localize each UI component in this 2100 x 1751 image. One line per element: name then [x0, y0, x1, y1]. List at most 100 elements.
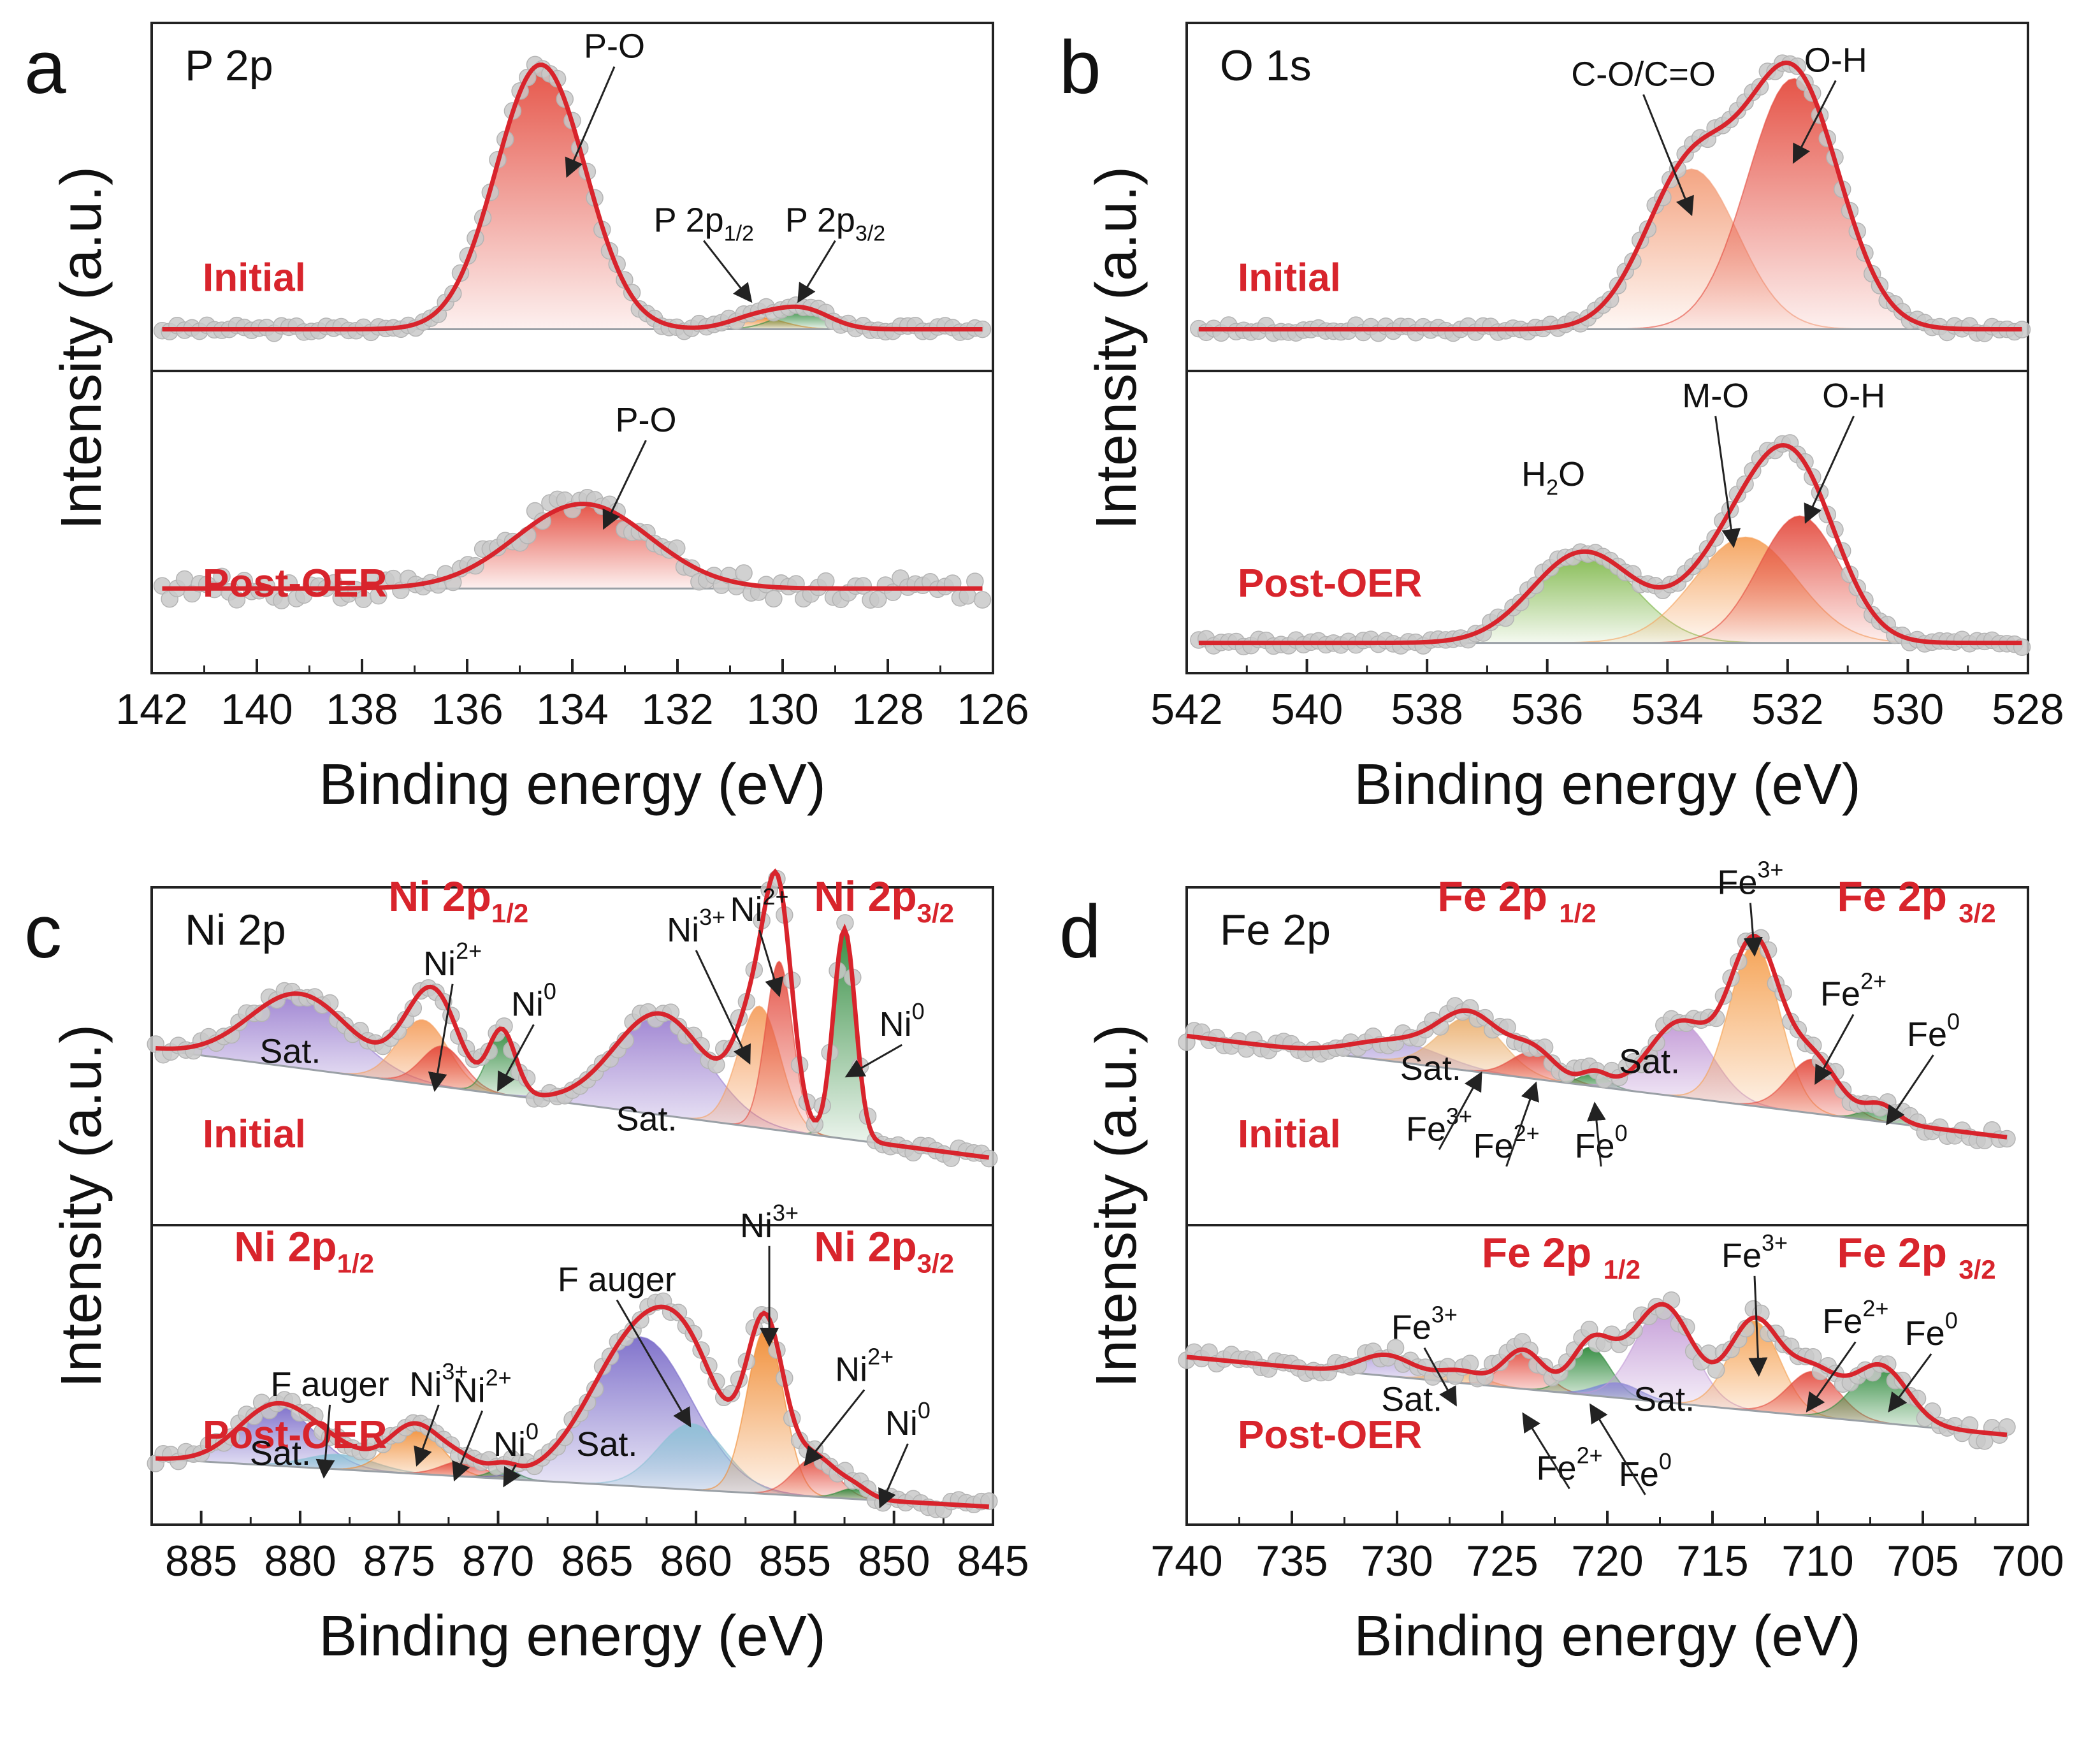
annotation-tail: O — [1558, 455, 1585, 493]
annotation-label: Fe3+ — [1721, 1230, 1788, 1275]
annotation-main: Ni — [885, 1404, 918, 1442]
panel-a: a 142 140 138 136 134 132 130 128 126 Binding ener… — [24, 22, 1029, 817]
state-label: Initial — [1238, 256, 1341, 300]
annotation-gap — [1547, 873, 1559, 920]
annotation-label: P-O — [615, 401, 676, 439]
panel-letter: c — [24, 890, 62, 974]
annotation-gap — [1591, 1229, 1603, 1276]
annotation-superscript: 2+ — [1862, 1295, 1888, 1321]
x-axis-label: Binding energy (eV) — [319, 1604, 825, 1668]
annotation-arrow — [428, 984, 454, 1092]
annotation-label: Fe3+ — [1406, 1103, 1472, 1149]
annotation-label: Fe3+ — [1391, 1302, 1458, 1347]
annotation-main: Ni 2p — [234, 1223, 337, 1270]
annotation-label: F auger — [270, 1365, 389, 1404]
x-tick-label: 540 — [1271, 685, 1343, 734]
annotation-label: Fe0 — [1575, 1120, 1628, 1165]
fit-envelope — [162, 502, 983, 591]
x-tick-label: 132 — [641, 685, 713, 734]
annotation-label: Ni 2p1/2 — [389, 873, 529, 928]
annotation-arrow — [758, 929, 784, 998]
annotation-main: Fe — [1820, 975, 1860, 1014]
x-axis-label: Binding energy (eV) — [1354, 1604, 1860, 1668]
data-point — [765, 590, 783, 607]
annotation-main: P 2p — [654, 201, 724, 240]
data-point — [735, 564, 753, 582]
subpanel-post-oer: Post-OERFe3+Sat.Fe2+Fe0Sat.Fe3+Fe2+Fe0Fe… — [1178, 1229, 2016, 1495]
x-tick-label: 536 — [1511, 685, 1583, 734]
x-tick-label: 845 — [957, 1537, 1029, 1585]
background-line — [156, 1048, 989, 1159]
panel-d: d 740 735 730 725 720 715 710 705 700 Binding ener… — [1059, 857, 2064, 1668]
annotation-superscript: 3+ — [1762, 1230, 1788, 1256]
annotation-main: Ni 2p — [814, 1223, 916, 1270]
annotation-arrow — [565, 66, 616, 178]
panel-letter: a — [24, 25, 66, 110]
x-tick-label: 875 — [363, 1537, 435, 1585]
x-axis-label: Binding energy (eV) — [319, 753, 825, 817]
subpanel-initial: Initial P-O P 2p1/2 P 2p3/2 — [153, 27, 992, 342]
panel-title: Fe 2p — [1220, 906, 1331, 954]
x-tick-label: 740 — [1150, 1537, 1222, 1585]
x-tick-label: 735 — [1256, 1537, 1328, 1585]
annotation-main: Sat. — [1619, 1043, 1680, 1081]
annotation-label: Fe2+ — [1820, 968, 1886, 1014]
annotation-arrow — [1743, 903, 1763, 957]
state-label: Post-OER — [1238, 1413, 1422, 1457]
x-tick-label: 130 — [746, 685, 818, 734]
fit-envelope — [156, 868, 990, 1160]
annotation-label: P 2p1/2 — [654, 201, 754, 246]
annotation-label: Fe 2p 3/2 — [1837, 1229, 1996, 1284]
panel-letter: d — [1059, 890, 1101, 974]
data-point — [973, 591, 992, 609]
annotation-superscript: 2+ — [1577, 1442, 1603, 1469]
state-label: Initial — [203, 256, 306, 300]
annotation-superscript: 0 — [1945, 1307, 1958, 1333]
annotation-arrow — [1438, 1071, 1482, 1151]
annotation-arrow — [414, 1404, 440, 1467]
annotation-superscript: 0 — [1615, 1120, 1628, 1146]
annotation-main: Sat. — [259, 1033, 321, 1071]
annotation-label: Sat. — [1381, 1380, 1442, 1418]
x-tick-label: 126 — [957, 685, 1029, 734]
x-tick-label: 705 — [1886, 1537, 1959, 1585]
annotation-arrow — [878, 1443, 909, 1509]
annotation-arrow — [1714, 416, 1741, 548]
annotation-label: Fe0 — [1619, 1448, 1672, 1493]
annotation-label: Ni3+ — [740, 1200, 799, 1245]
annotation-superscript: 3+ — [772, 1200, 799, 1226]
annotation-arrow — [695, 950, 751, 1065]
annotation-superscript: 2+ — [456, 938, 482, 964]
annotation-main: Ni — [730, 890, 762, 929]
subpanel-post-oer: Post-OER P-O — [153, 401, 992, 609]
annotation-label: Fe2+ — [1537, 1442, 1603, 1488]
state-label: Initial — [1238, 1112, 1341, 1156]
annotation-label: O-H — [1822, 377, 1885, 415]
x-tick-label: 885 — [165, 1537, 237, 1585]
x-tick-label: 538 — [1391, 685, 1463, 734]
panel-title: P 2p — [185, 41, 273, 90]
annotation-label: M-O — [1682, 377, 1749, 415]
annotation-label: P-O — [584, 27, 645, 66]
annotation-label: Ni 2p3/2 — [814, 1223, 954, 1278]
x-tick-label: 134 — [536, 685, 608, 734]
annotation-label: Fe 2p 3/2 — [1837, 873, 1996, 928]
x-tick-label: 142 — [115, 685, 187, 734]
y-axis-label: Intensity (a.u.) — [50, 166, 113, 530]
fit-envelope — [156, 1304, 989, 1509]
x-tick-label: 138 — [326, 685, 398, 734]
subpanel-post-oer: Post-OER H2O M-O O-H — [1190, 377, 2031, 656]
x-tick-label: 850 — [858, 1537, 930, 1585]
annotation-label: P 2p3/2 — [785, 201, 885, 246]
annotation-main: Fe — [1474, 1127, 1514, 1165]
annotation-arrow — [503, 1464, 521, 1488]
annotation-label: Sat. — [576, 1425, 637, 1464]
annotation-label: Fe3+ — [1717, 857, 1783, 902]
annotation-main: Ni — [493, 1425, 526, 1464]
annotation-superscript: 0 — [912, 998, 925, 1024]
annotation-arrow — [1748, 1275, 1768, 1377]
x-tick-label: 140 — [221, 685, 293, 734]
y-axis-label: Intensity (a.u.) — [1085, 166, 1148, 530]
